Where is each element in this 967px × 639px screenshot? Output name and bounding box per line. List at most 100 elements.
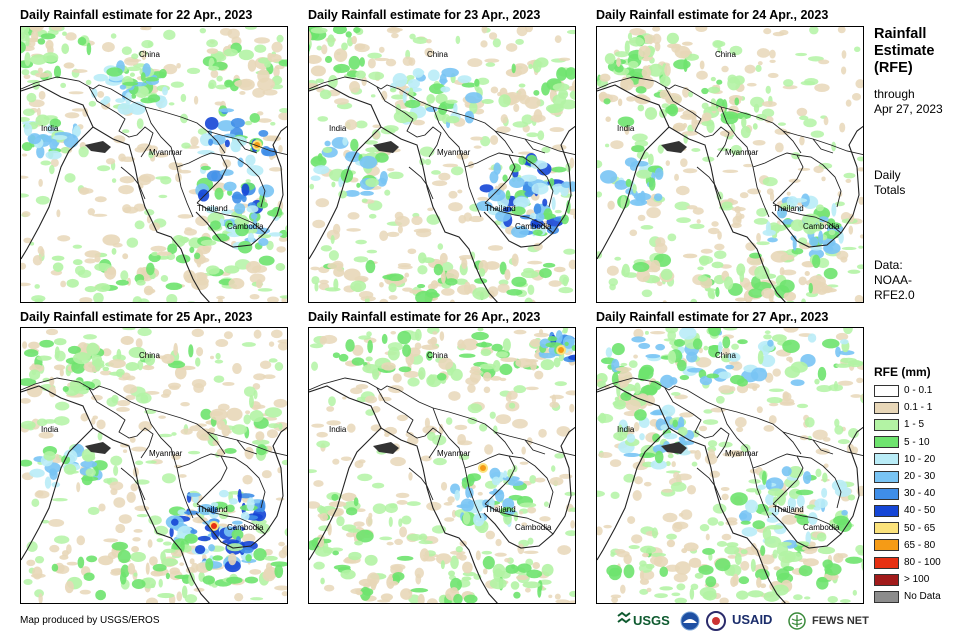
panel-title-6: Daily Rainfall estimate for 27 Apr., 202… bbox=[596, 310, 829, 324]
legend-swatch bbox=[874, 418, 899, 431]
rain-cells bbox=[597, 328, 863, 602]
legend-label: 50 - 65 bbox=[904, 522, 936, 534]
fews-net-text: FEWS NET bbox=[812, 615, 869, 627]
legend-item: 0.1 - 1 bbox=[874, 400, 932, 415]
legend-swatch bbox=[874, 522, 899, 535]
panel-title-5: Daily Rainfall estimate for 26 Apr., 202… bbox=[308, 310, 541, 324]
svg-text:USAID: USAID bbox=[732, 612, 772, 627]
country-borders bbox=[21, 76, 287, 302]
country-label-thailand: Thailand bbox=[197, 204, 228, 213]
country-label-myanmar: Myanmar bbox=[725, 148, 759, 157]
legend-swatch bbox=[874, 470, 899, 483]
legend-item: 1 - 5 bbox=[874, 417, 924, 432]
country-labels: China India Myanmar Thailand Cambodia bbox=[617, 50, 840, 231]
country-label-myanmar: Myanmar bbox=[149, 449, 183, 458]
legend-item: 40 - 50 bbox=[874, 503, 935, 518]
legend-item: 0 - 0.1 bbox=[874, 383, 932, 398]
legend-item: No Data bbox=[874, 589, 941, 604]
country-labels: China India Myanmar Thailand Cambodia bbox=[329, 50, 552, 231]
legend-label: 40 - 50 bbox=[904, 505, 936, 517]
panel-title-3: Daily Rainfall estimate for 24 Apr., 202… bbox=[596, 8, 829, 22]
country-label-cambodia: Cambodia bbox=[803, 222, 840, 231]
map-svg: China India Myanmar Thailand Cambodia bbox=[597, 27, 863, 302]
through-date: through Apr 27, 2023 bbox=[874, 87, 943, 116]
map-credit: Map produced by USGS/EROS bbox=[20, 615, 160, 626]
country-label-india: India bbox=[329, 124, 347, 133]
legend-item: 20 - 30 bbox=[874, 469, 935, 484]
legend-swatch bbox=[874, 453, 899, 466]
country-label-china: China bbox=[139, 50, 160, 59]
legend-item: 30 - 40 bbox=[874, 486, 935, 501]
legend-item: 80 - 100 bbox=[874, 555, 941, 570]
panel-title-2: Daily Rainfall estimate for 23 Apr., 202… bbox=[308, 8, 541, 22]
usaid-logo: USAID bbox=[732, 612, 772, 627]
rainfall-map-26-apr: China India Myanmar Thailand Cambodia bbox=[308, 327, 576, 604]
legend-swatch bbox=[874, 590, 899, 603]
rain-cells bbox=[309, 328, 575, 603]
usgs-logo: USGS bbox=[617, 611, 670, 628]
country-label-china: China bbox=[715, 351, 736, 360]
country-labels: China India Myanmar Thailand Cambodia bbox=[41, 50, 264, 231]
legend-label: 20 - 30 bbox=[904, 471, 936, 482]
data-source: Data: NOAA- RFE2.0 bbox=[874, 258, 915, 302]
legend-label: 10 - 20 bbox=[904, 453, 936, 465]
rain-cells bbox=[309, 27, 575, 302]
country-label-thailand: Thailand bbox=[485, 505, 516, 514]
country-label-india: India bbox=[41, 425, 59, 434]
legend-item: 5 - 10 bbox=[874, 435, 930, 450]
country-label-china: China bbox=[427, 50, 448, 59]
legend-label: > 100 bbox=[904, 574, 930, 586]
noaa-logo bbox=[680, 611, 700, 631]
country-label-thailand: Thailand bbox=[773, 204, 804, 213]
country-label-india: India bbox=[617, 425, 635, 434]
legend-item: 65 - 80 bbox=[874, 538, 935, 553]
legend-item: 50 - 65 bbox=[874, 521, 935, 536]
rain-cells bbox=[597, 32, 861, 302]
panel-title-4: Daily Rainfall estimate for 25 Apr., 202… bbox=[20, 310, 253, 324]
country-label-china: China bbox=[427, 351, 448, 360]
legend-item: > 100 bbox=[874, 572, 929, 587]
legend-swatch bbox=[874, 539, 899, 552]
usaid-seal bbox=[706, 611, 726, 631]
country-label-india: India bbox=[329, 425, 347, 434]
legend-label: 5 - 10 bbox=[904, 436, 930, 448]
country-label-china: China bbox=[139, 351, 160, 360]
legend-label: 80 - 100 bbox=[904, 557, 941, 568]
country-labels: China India Myanmar Thailand Cambodia bbox=[329, 351, 552, 532]
legend-swatch bbox=[874, 504, 899, 517]
country-borders bbox=[597, 76, 863, 302]
country-borders bbox=[309, 76, 575, 302]
country-label-india: India bbox=[41, 124, 59, 133]
country-label-thailand: Thailand bbox=[773, 505, 804, 514]
legend-label: 65 - 80 bbox=[904, 539, 936, 551]
panel-title-1: Daily Rainfall estimate for 22 Apr., 202… bbox=[20, 8, 253, 22]
legend-label: No Data bbox=[904, 591, 941, 603]
country-label-cambodia: Cambodia bbox=[227, 523, 264, 532]
legend-swatch bbox=[874, 384, 899, 397]
legend-label: 0.1 - 1 bbox=[904, 402, 933, 414]
legend-title: RFE (mm) bbox=[874, 365, 931, 379]
partner-logos: USGS USAID FEWS NET bbox=[616, 609, 869, 633]
map-svg: China India Myanmar Thailand Cambodia bbox=[21, 328, 287, 603]
rain-speckles bbox=[597, 27, 863, 302]
daily-totals-note: Daily Totals bbox=[874, 168, 906, 197]
rainfall-map-27-apr: China India Myanmar Thailand Cambodia bbox=[596, 327, 864, 604]
country-label-cambodia: Cambodia bbox=[515, 523, 552, 532]
country-label-china: China bbox=[715, 50, 736, 59]
legend-label: 30 - 40 bbox=[904, 488, 936, 500]
country-label-myanmar: Myanmar bbox=[725, 449, 759, 458]
country-label-thailand: Thailand bbox=[197, 505, 228, 514]
rfe-title: Rainfall Estimate (RFE) bbox=[874, 26, 935, 76]
legend-item: 10 - 20 bbox=[874, 452, 935, 467]
legend-swatch bbox=[874, 556, 899, 569]
rain-cells bbox=[21, 27, 287, 296]
map-svg: China India Myanmar Thailand Cambodia bbox=[309, 328, 575, 603]
country-label-myanmar: Myanmar bbox=[149, 148, 183, 157]
legend-swatch bbox=[874, 573, 899, 586]
country-labels: China India Myanmar Thailand Cambodia bbox=[617, 351, 840, 532]
country-label-cambodia: Cambodia bbox=[515, 222, 552, 231]
rain-cells bbox=[21, 335, 287, 601]
rainfall-map-25-apr: China India Myanmar Thailand Cambodia bbox=[20, 327, 288, 604]
legend-swatch bbox=[874, 487, 899, 500]
country-borders bbox=[21, 377, 287, 603]
